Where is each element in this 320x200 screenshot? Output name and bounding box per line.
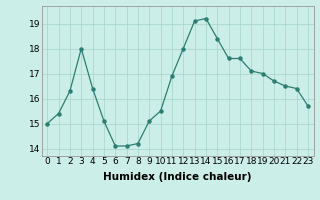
X-axis label: Humidex (Indice chaleur): Humidex (Indice chaleur) [103, 172, 252, 182]
